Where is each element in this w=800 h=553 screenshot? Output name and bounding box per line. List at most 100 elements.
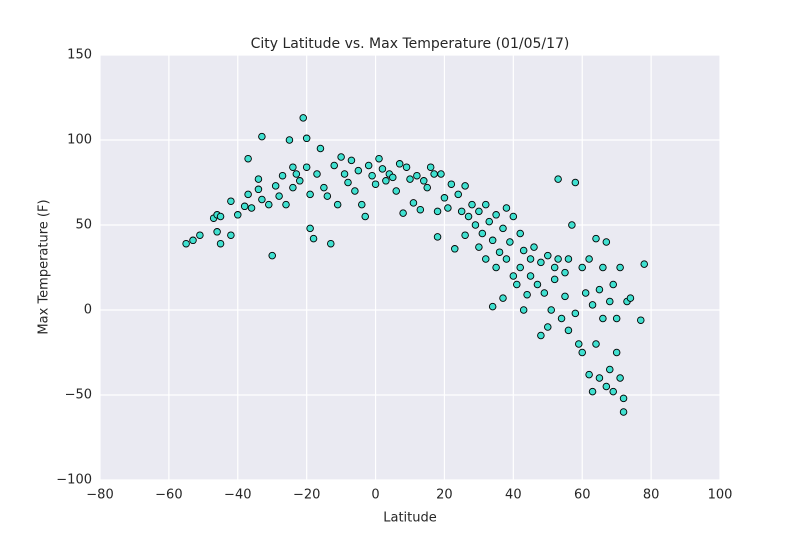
y-axis-label: Max Temperature (F) (37, 199, 52, 334)
x-axis-label: Latitude (383, 511, 437, 526)
point (437, 170, 445, 178)
point (330, 161, 338, 170)
point (599, 314, 607, 323)
point (409, 199, 418, 207)
point (585, 370, 593, 379)
x-tick-label: −80 (86, 488, 113, 503)
point (492, 263, 500, 272)
point (640, 260, 648, 268)
point (540, 289, 549, 297)
point (433, 233, 442, 241)
point (554, 175, 562, 183)
point (258, 132, 266, 141)
point (612, 348, 621, 357)
point (588, 387, 597, 396)
point (392, 187, 400, 195)
point (595, 285, 604, 294)
point (568, 221, 576, 229)
point (354, 166, 363, 175)
x-tick-label: 60 (574, 488, 591, 503)
point (537, 258, 545, 267)
point (454, 190, 462, 199)
point (609, 280, 617, 289)
point (502, 204, 511, 212)
point (550, 263, 559, 272)
point (309, 234, 318, 243)
point (609, 387, 617, 396)
point (213, 228, 221, 236)
point (340, 170, 349, 178)
point (578, 263, 586, 272)
point (406, 175, 414, 183)
point (475, 243, 483, 251)
point (554, 255, 562, 263)
point (616, 263, 624, 272)
point (533, 280, 542, 289)
point (423, 183, 431, 192)
point (581, 289, 590, 297)
point (492, 211, 500, 219)
point (227, 231, 235, 239)
point (523, 290, 531, 299)
point (234, 211, 242, 219)
point (364, 161, 373, 170)
point (227, 197, 235, 205)
point (430, 170, 438, 178)
point (216, 239, 225, 248)
point (275, 192, 283, 200)
point (561, 268, 569, 277)
x-tick-label: −20 (293, 488, 320, 503)
point (578, 348, 586, 357)
point (323, 192, 332, 200)
point (440, 194, 449, 202)
point (495, 248, 504, 256)
x-tick-label: −60 (155, 488, 182, 503)
point (619, 408, 628, 416)
point (478, 229, 487, 238)
point (544, 323, 552, 331)
point (271, 182, 280, 190)
point (485, 217, 493, 226)
point (564, 326, 573, 335)
point (464, 212, 473, 221)
point (561, 292, 569, 301)
point (254, 175, 263, 183)
point (302, 134, 311, 143)
point (289, 163, 297, 171)
point (557, 314, 566, 323)
point (244, 190, 252, 199)
point (316, 144, 325, 153)
point (457, 207, 466, 216)
point (244, 154, 252, 163)
x-tick-label: 100 (708, 488, 733, 503)
point (296, 177, 304, 185)
point (544, 251, 552, 260)
point (602, 238, 611, 246)
point (612, 314, 621, 323)
point (602, 382, 611, 391)
point (519, 246, 528, 255)
point (433, 207, 442, 216)
point (375, 154, 383, 163)
point (564, 255, 573, 263)
point (337, 153, 345, 161)
point (488, 302, 497, 311)
point (278, 171, 287, 180)
x-tick-label: 40 (505, 488, 522, 503)
chart-title: City Latitude vs. Max Temperature (01/05… (251, 36, 570, 52)
point (265, 200, 273, 209)
y-tick-label: 50 (75, 218, 92, 233)
point (499, 224, 507, 233)
point (302, 163, 311, 171)
point (471, 221, 480, 229)
point (451, 245, 459, 253)
point (268, 251, 276, 260)
point (509, 272, 518, 280)
point (426, 163, 435, 171)
point (306, 190, 314, 199)
point (585, 255, 593, 263)
y-tick-label: −100 (56, 473, 92, 488)
x-tick-label: 80 (643, 488, 660, 503)
point (413, 171, 421, 180)
